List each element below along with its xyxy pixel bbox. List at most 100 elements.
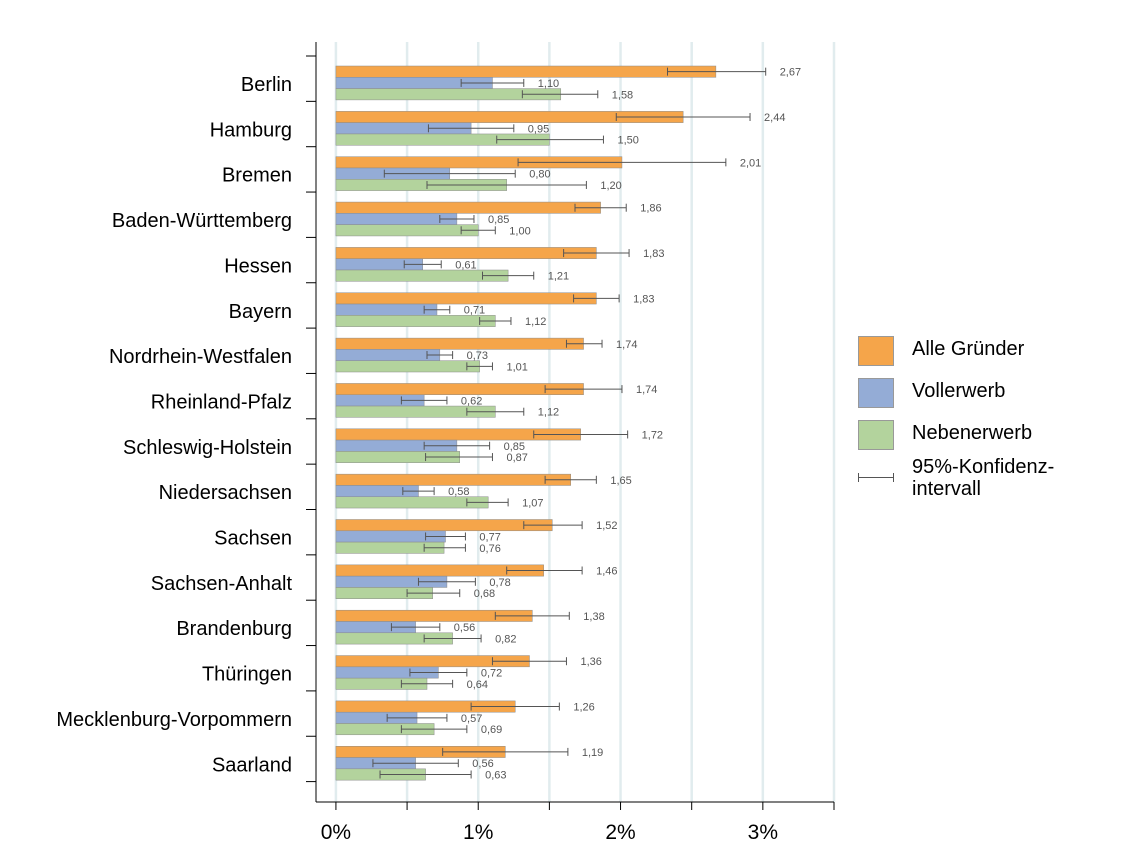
category-label: Sachsen: [214, 528, 292, 550]
legend: Alle Gründer Vollerwerb Nebenerwerb 95%-…: [858, 334, 1118, 520]
category-label: Thüringen: [202, 664, 292, 686]
legend-label: Nebenerwerb: [912, 422, 1033, 444]
category-label: Nordrhein-Westfalen: [109, 346, 292, 368]
value-label: 0,63: [485, 770, 506, 782]
value-label: 1,19: [582, 747, 603, 759]
bar: [335, 292, 597, 305]
value-label: 2,01: [740, 157, 761, 169]
value-label: 0,56: [472, 758, 493, 770]
category-label: Niedersachsen: [159, 482, 292, 504]
bar: [335, 213, 458, 225]
bar: [335, 349, 441, 361]
legend-swatch-alle-gruender: [858, 336, 894, 366]
value-label: 0,68: [474, 588, 495, 600]
value-label: 1,07: [522, 497, 543, 509]
value-label: 0,62: [461, 395, 482, 407]
x-tick-label: 3%: [748, 821, 778, 844]
x-tick-labels: 0% 1% 2% 3%: [321, 821, 778, 844]
bars: [335, 65, 717, 781]
value-label: 0,85: [488, 214, 509, 226]
bar: [335, 201, 601, 214]
value-label: 1,01: [506, 361, 527, 373]
value-label: 1,72: [642, 429, 663, 441]
value-label: 2,67: [780, 67, 801, 79]
x-tick-label: 0%: [321, 821, 351, 844]
value-label: 1,26: [573, 702, 594, 714]
value-label: 1,74: [616, 339, 637, 351]
value-label: 1,00: [509, 225, 530, 237]
value-label: 0,57: [461, 713, 482, 725]
value-label: 0,72: [481, 668, 502, 680]
value-label: 0,87: [506, 452, 527, 464]
value-label: 0,71: [464, 305, 485, 317]
category-label: Rheinland-Pfalz: [151, 391, 292, 413]
value-label: 1,12: [525, 316, 546, 328]
legend-label: 95%-Konfidenz- intervall: [912, 456, 1055, 500]
category-label: Bremen: [222, 165, 292, 187]
bar: [335, 315, 496, 327]
category-label: Hessen: [224, 255, 292, 277]
legend-swatch-vollerwerb: [858, 378, 894, 408]
category-label: Brandenburg: [176, 618, 292, 640]
legend-item-konfidenzintervall: 95%-Konfidenz- intervall: [858, 456, 1118, 520]
value-label: 1,20: [600, 180, 621, 192]
value-label: 1,38: [583, 611, 604, 623]
axes: [306, 42, 835, 810]
bar: [335, 65, 717, 78]
legend-item-alle-gruender: Alle Gründer: [858, 334, 1118, 376]
category-label: Mecklenburg-Vorpommern: [56, 709, 292, 731]
value-label: 1,74: [636, 384, 657, 396]
category-label: Berlin: [241, 74, 292, 96]
bar: [335, 247, 597, 259]
value-label: 1,83: [633, 293, 654, 305]
value-label: 1,86: [640, 203, 661, 215]
value-label: 0,64: [467, 679, 488, 691]
value-label: 0,61: [455, 259, 476, 271]
bar: [335, 496, 489, 509]
value-label: 1,21: [548, 271, 569, 283]
value-label: 0,95: [528, 123, 549, 135]
confidence-intervals: [372, 67, 767, 779]
value-label: 1,52: [596, 520, 617, 532]
value-labels: 2,67 1,10 1,58 2,44 0,95 1,50 2,01 0,80 1,20 1,86…: [448, 67, 801, 782]
value-label: 1,36: [580, 656, 601, 668]
category-label: Sachsen-Anhalt: [151, 573, 293, 595]
bar: [335, 303, 438, 316]
value-label: 0,82: [495, 633, 516, 645]
value-label: 0,69: [481, 724, 502, 736]
legend-label: Alle Gründer: [912, 338, 1025, 360]
category-labels: Berlin Hamburg Bremen Baden-Württemberg Hess…: [56, 74, 292, 776]
value-label: 0,58: [448, 486, 469, 498]
category-label: Bayern: [229, 301, 292, 323]
value-label: 0,56: [454, 622, 475, 634]
value-label: 1,46: [596, 566, 617, 578]
legend-label: Vollerwerb: [912, 380, 1006, 402]
legend-item-nebenerwerb: Nebenerwerb: [858, 418, 1118, 460]
legend-swatch-nebenerwerb: [858, 420, 894, 450]
value-label: 0,73: [467, 350, 488, 362]
category-label: Saarland: [212, 754, 292, 776]
value-label: 1,83: [643, 248, 664, 260]
value-label: 1,12: [538, 407, 559, 419]
value-label: 0,85: [504, 441, 525, 453]
value-label: 0,76: [479, 543, 500, 555]
category-label: Baden-Württemberg: [112, 210, 292, 232]
value-label: 1,65: [610, 475, 631, 487]
bar: [335, 360, 480, 373]
category-label: Hamburg: [210, 119, 292, 141]
x-tick-label: 2%: [605, 821, 635, 844]
value-label: 0,77: [479, 531, 500, 543]
bar: [335, 337, 584, 350]
ci-whisker-icon: [858, 473, 894, 482]
value-label: 0,80: [529, 169, 550, 181]
bar: [335, 224, 479, 237]
bar: [335, 519, 553, 532]
bar: [335, 473, 571, 486]
value-label: 2,44: [764, 112, 785, 124]
value-label: 1,58: [612, 89, 633, 101]
x-tick-label: 1%: [463, 821, 493, 844]
category-label: Schleswig-Holstein: [123, 437, 292, 459]
value-label: 1,50: [617, 135, 638, 147]
value-label: 0,78: [489, 577, 510, 589]
